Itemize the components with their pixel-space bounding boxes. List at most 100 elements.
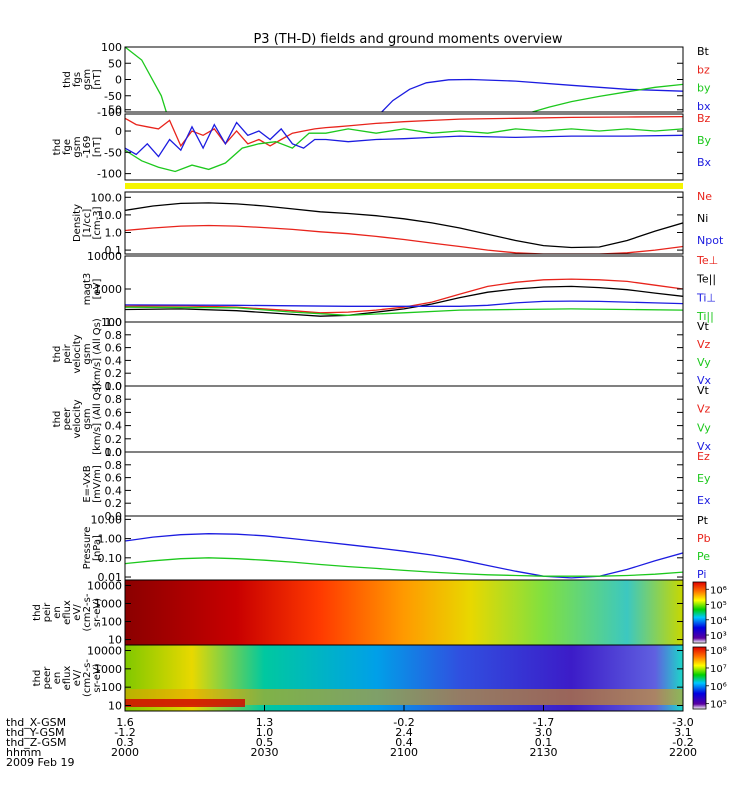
x-tick-label: 0.4 [395,736,413,749]
y-axis-title-line: [nT] [92,137,103,157]
y-axis-title-line: [eV] [92,279,103,300]
y-tick-label: 50 [108,104,122,117]
y-axis-title-line: [km/s] (All Qs) [92,318,103,390]
x-tick-label: -0.2 [393,716,414,729]
y-axis-title-line: magt3 [82,273,93,306]
y-tick-label: 0.4 [105,484,123,497]
series-line-4 [125,306,683,316]
y-axis-title-line: gsm [82,408,93,429]
legend-entry-3: Vy [697,356,711,369]
panel-4: 10000 1000 100 magt3 [eV] Te⊥ Te|| Ti⊥ Ti|| [82,250,718,329]
y-tick-label: 100.0 [91,191,123,204]
legend-entry-3: Vy [697,421,711,434]
y-axis-title-line: peer [42,666,53,690]
y-axis-title-line: thd [52,346,63,363]
x-tick-label: 3.0 [535,726,553,739]
y-axis-title-line: -169 [82,136,93,159]
panel-2: 50 0 -50 -100 thd fge gsm -169 [nT] Bz By Bx [52,104,712,181]
y-axis-title-line: eV/ [72,669,83,686]
spectrogram-low-energy-band [125,689,683,705]
legend-entry-2: Ni [697,212,708,225]
legend-entry-4: Vx [697,440,712,453]
y-axis-title-line: [nT] [92,69,103,89]
y-axis-title-line: E=-VxB [82,465,93,502]
y-tick-label: 1.0 [105,446,123,459]
x-tick-label: 1.3 [256,716,274,729]
y-axis-title-line: sr-eV) [92,663,103,692]
legend-entry-3: by [697,82,711,95]
x-tick-label: 3.1 [674,726,692,739]
legend-entry-1: Ne [697,190,712,203]
colorbar-label: 10⁶ [710,682,727,693]
x-tick-label: -1.2 [114,726,135,739]
y-tick-label: 0.01 [98,571,123,584]
legend-entry-2: Vz [697,403,711,416]
x-row-label: thd_Y-GSM [6,726,65,739]
x-tick-label: 1.0 [256,726,274,739]
panel-frame [124,191,684,255]
x-row-label: thd_X-GSM [6,716,66,729]
y-tick-label: 10.00 [91,513,123,526]
y-tick-label: 10 [108,634,122,647]
x-tick-label: 2000 [111,746,139,759]
y-tick-label: 1.0 [105,380,123,393]
panel-frame [124,255,684,323]
y-tick-label: 0.6 [105,406,123,419]
panel-9: 10⁶ 10⁵ 10⁴ 10³ 10000 1000 100 10 thd peir en eflux… [32,579,727,646]
series-line-3 [125,300,683,307]
y-tick-label: 0.0 [105,446,123,459]
y-axis-title-line: peir [42,602,53,622]
series-line-2 [125,557,683,577]
series-line-1 [125,202,683,249]
y-axis-title-line: gsm [82,343,93,364]
legend-entry-2: By [697,134,712,147]
y-axis-title-line: thd [62,71,73,88]
series-line-3 [125,121,683,158]
series-line-2 [125,224,683,254]
colorbar-label: 10⁶ [710,585,727,596]
panel-frame [124,113,684,181]
series-line-2 [381,78,683,112]
series-line-1 [125,533,683,579]
y-axis-title-line: velocity [72,334,83,373]
x-tick-label: 1.6 [116,716,134,729]
colorbar-label: 10⁴ [710,616,727,627]
y-axis-title-line: eflux [62,666,73,691]
y-tick-label: 100 [101,41,122,54]
spectrogram-low-energy-core [125,699,245,707]
panel-10: 10⁸ 10⁷ 10⁶ 10⁵ 10000 1000 100 10 thd peer en eflux… [32,644,727,712]
y-axis-title-line: peer [62,407,73,431]
x-tick-label: 2130 [530,746,558,759]
y-tick-label: 10000 [87,645,122,658]
panel-frame [124,321,684,387]
y-tick-label: 100 [101,681,122,694]
legend-entry-2: Pb [697,532,711,545]
y-tick-label: 0 [115,125,122,138]
legend-entry-1: Bz [697,112,711,125]
legend-entry-3: Ti⊥ [696,291,716,304]
legend-entry-2: Te|| [696,273,716,286]
legend-entry-2: Vz [697,338,711,351]
x-tick-label: 0.1 [535,736,553,749]
y-tick-label: 0.2 [105,433,123,446]
y-tick-label: 0.4 [105,354,123,367]
x-tick-label: 0.5 [256,736,274,749]
spectrogram [125,580,683,645]
y-tick-label: -50 [104,146,122,159]
legend-entry-1: Vt [697,384,710,397]
x-axis-labels: 1.6-1.20.320001.31.00.52030-0.22.40.4210… [6,705,697,769]
y-tick-label: 10000 [87,579,122,592]
series-line-1 [125,115,683,148]
y-tick-label: 0.6 [105,472,123,485]
colorbar-label: 10⁵ [710,700,727,711]
colorbar-label: 10⁷ [710,664,727,675]
x-tick-label: -0.2 [672,736,693,749]
y-tick-label: 0.0 [105,380,123,393]
legend-entry-3: Bx [697,156,712,169]
legend-entry-3: Ex [697,494,711,507]
y-axis-title-line: thd [52,411,63,428]
colorbar [692,581,707,644]
legend-entry-1: Ez [697,450,710,463]
